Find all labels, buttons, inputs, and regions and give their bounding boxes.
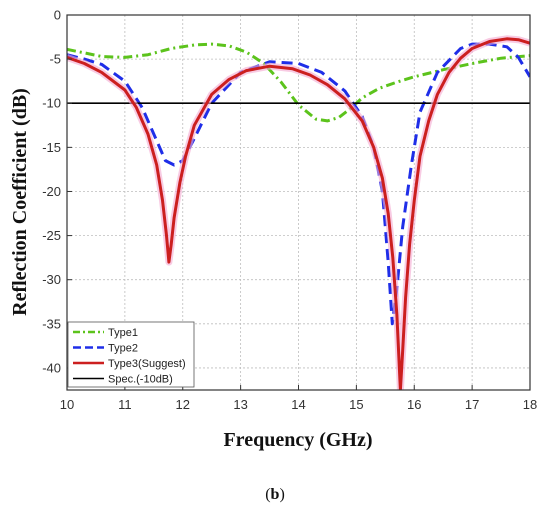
- x-tick-label: 11: [118, 397, 132, 412]
- caption-close: ): [279, 486, 285, 503]
- x-tick-label: 12: [176, 397, 190, 412]
- reflection-coefficient-chart: 10 11 12 13 14 15 16 17 18 0 -5 -10 -15 -20 -25 -30 -35 -…: [9, 8, 537, 452]
- legend-label: Type3(Suggest): [108, 358, 186, 370]
- legend: Type1 Type2 Type3(Suggest) Spec.(-10dB): [67, 321, 195, 388]
- y-tick-label: 0: [54, 8, 61, 23]
- ticks: 10 11 12 13 14 15 16 17 18 0 -5 -10 -15 -20 -25 -30 -35 -…: [42, 8, 537, 413]
- x-tick-label: 16: [407, 397, 421, 412]
- y-tick-label: -35: [42, 316, 61, 331]
- x-tick-label: 17: [465, 397, 479, 412]
- x-tick-label: 13: [233, 397, 247, 412]
- caption-label: b: [270, 486, 280, 503]
- y-tick-label: -5: [49, 52, 61, 67]
- x-axis-title: Frequency (GHz): [223, 429, 372, 451]
- legend-label: Spec.(-10dB): [108, 374, 173, 386]
- y-tick-label: -25: [42, 228, 61, 243]
- x-tick-label: 14: [291, 397, 305, 412]
- x-tick-label: 18: [523, 397, 537, 412]
- y-tick-label: -15: [42, 140, 61, 155]
- legend-label: Type2: [108, 343, 138, 355]
- series-type1-line: [67, 42, 530, 123]
- legend-label: Type1: [108, 327, 138, 339]
- x-tick-label: 15: [349, 397, 363, 412]
- y-tick-label: -10: [42, 96, 61, 111]
- x-tick-label: 10: [60, 397, 74, 412]
- y-tick-label: -40: [42, 360, 61, 375]
- figure-caption: (b): [0, 486, 550, 504]
- y-axis-title: Reflection Coefficient (dB): [9, 88, 31, 316]
- series-type3-suggest-line: [67, 37, 530, 390]
- y-tick-label: -20: [42, 184, 61, 199]
- y-tick-label: -30: [42, 272, 61, 287]
- caption-open: (: [265, 486, 271, 503]
- series-layer: [67, 35, 530, 390]
